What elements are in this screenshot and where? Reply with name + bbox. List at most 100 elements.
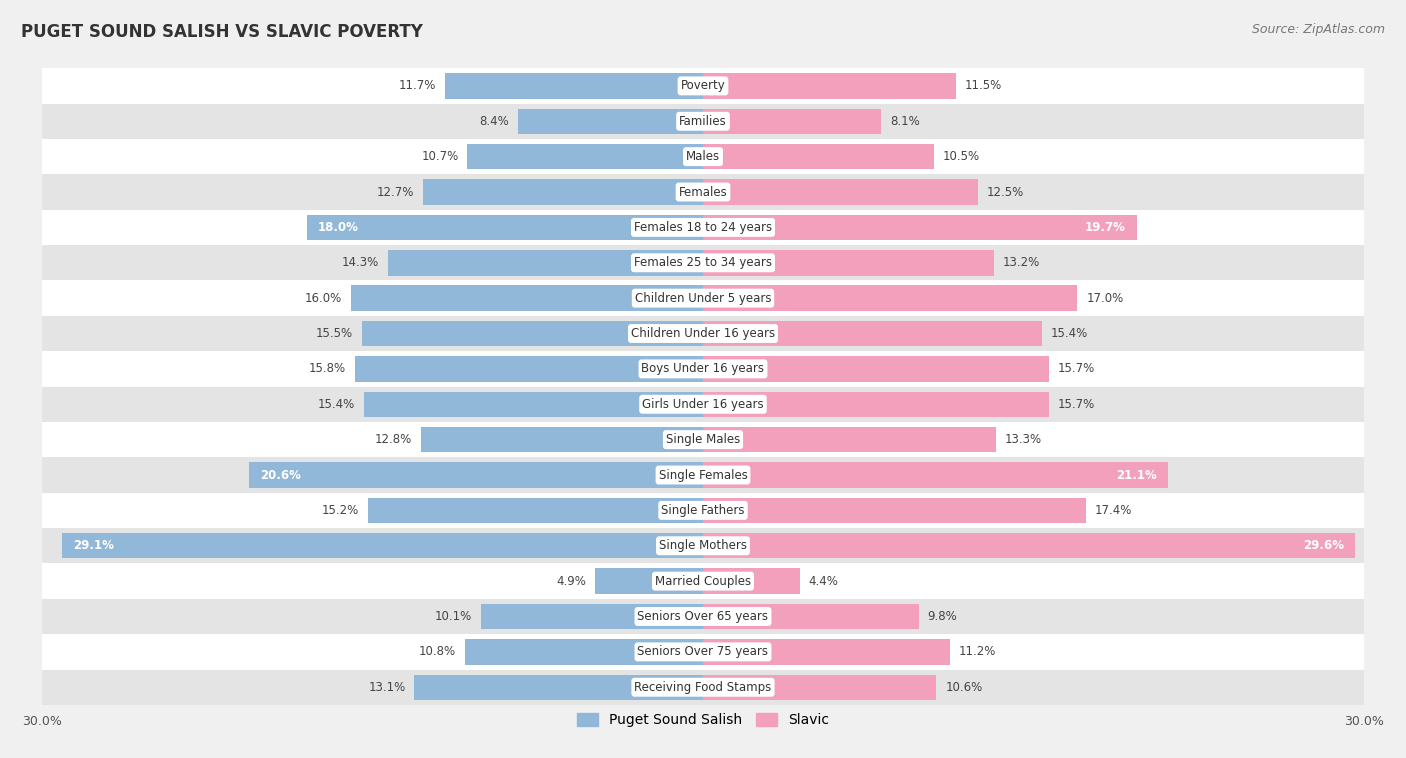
Text: Children Under 16 years: Children Under 16 years [631,327,775,340]
Bar [42,422,1364,457]
Text: 4.9%: 4.9% [557,575,586,587]
Bar [42,174,1364,210]
Bar [517,108,703,134]
Text: Females 18 to 24 years: Females 18 to 24 years [634,221,772,234]
Text: 13.1%: 13.1% [368,681,405,694]
Text: Single Mothers: Single Mothers [659,539,747,553]
Text: Girls Under 16 years: Girls Under 16 years [643,398,763,411]
Bar [703,286,1077,311]
Text: Males: Males [686,150,720,163]
Bar [703,498,1087,523]
Text: 15.8%: 15.8% [309,362,346,375]
Bar [703,180,979,205]
Text: Single Females: Single Females [658,468,748,481]
Text: 20.6%: 20.6% [260,468,301,481]
Text: Females 25 to 34 years: Females 25 to 34 years [634,256,772,269]
Text: Married Couples: Married Couples [655,575,751,587]
Bar [595,568,703,594]
Text: Females: Females [679,186,727,199]
Text: 11.5%: 11.5% [965,80,1002,92]
Bar [388,250,703,275]
Bar [42,280,1364,316]
Text: PUGET SOUND SALISH VS SLAVIC POVERTY: PUGET SOUND SALISH VS SLAVIC POVERTY [21,23,423,41]
Text: 10.7%: 10.7% [422,150,458,163]
Bar [703,604,920,629]
Text: 4.4%: 4.4% [808,575,838,587]
Text: 15.7%: 15.7% [1057,362,1095,375]
Text: Single Fathers: Single Fathers [661,504,745,517]
Bar [703,392,1049,417]
Bar [42,104,1364,139]
Bar [703,215,1137,240]
Text: 12.7%: 12.7% [377,186,415,199]
Text: 8.4%: 8.4% [479,114,509,128]
Bar [703,108,882,134]
Text: 17.0%: 17.0% [1087,292,1123,305]
Bar [42,599,1364,634]
Bar [42,68,1364,104]
Bar [42,493,1364,528]
Text: 15.7%: 15.7% [1057,398,1095,411]
Text: 15.2%: 15.2% [322,504,360,517]
Text: 11.7%: 11.7% [399,80,436,92]
Bar [42,139,1364,174]
Text: 13.2%: 13.2% [1002,256,1040,269]
Text: 10.5%: 10.5% [943,150,980,163]
Text: 11.2%: 11.2% [959,645,995,659]
Bar [703,321,1042,346]
Text: 18.0%: 18.0% [318,221,359,234]
Bar [703,250,994,275]
Bar [42,316,1364,351]
Text: 12.8%: 12.8% [375,433,412,446]
Bar [703,533,1355,559]
Bar [465,639,703,665]
Text: 21.1%: 21.1% [1116,468,1157,481]
Bar [361,321,703,346]
Bar [446,74,703,99]
Text: 15.4%: 15.4% [318,398,354,411]
Bar [42,245,1364,280]
Bar [703,568,800,594]
Bar [42,387,1364,422]
Bar [368,498,703,523]
Bar [703,74,956,99]
Bar [364,392,703,417]
Bar [42,457,1364,493]
Text: 14.3%: 14.3% [342,256,380,269]
Text: Families: Families [679,114,727,128]
Text: Seniors Over 65 years: Seniors Over 65 years [637,610,769,623]
Bar [481,604,703,629]
Bar [307,215,703,240]
Bar [423,180,703,205]
Bar [467,144,703,169]
Text: 17.4%: 17.4% [1095,504,1132,517]
Bar [42,669,1364,705]
Text: Children Under 5 years: Children Under 5 years [634,292,772,305]
Bar [350,286,703,311]
Text: Source: ZipAtlas.com: Source: ZipAtlas.com [1251,23,1385,36]
Bar [42,563,1364,599]
Text: 29.6%: 29.6% [1303,539,1344,553]
Text: 16.0%: 16.0% [305,292,342,305]
Text: 15.5%: 15.5% [315,327,353,340]
Text: 10.1%: 10.1% [434,610,471,623]
Text: 12.5%: 12.5% [987,186,1025,199]
Bar [420,427,703,453]
Bar [703,639,949,665]
Text: Single Males: Single Males [666,433,740,446]
Bar [42,210,1364,245]
Bar [62,533,703,559]
Text: Receiving Food Stamps: Receiving Food Stamps [634,681,772,694]
Bar [42,351,1364,387]
Text: 10.8%: 10.8% [419,645,457,659]
Bar [703,675,936,700]
Bar [354,356,703,381]
Text: 15.4%: 15.4% [1052,327,1088,340]
Text: 29.1%: 29.1% [73,539,114,553]
Bar [703,144,934,169]
Bar [42,634,1364,669]
Text: 9.8%: 9.8% [928,610,957,623]
Bar [703,356,1049,381]
Bar [249,462,703,487]
Legend: Puget Sound Salish, Slavic: Puget Sound Salish, Slavic [571,708,835,733]
